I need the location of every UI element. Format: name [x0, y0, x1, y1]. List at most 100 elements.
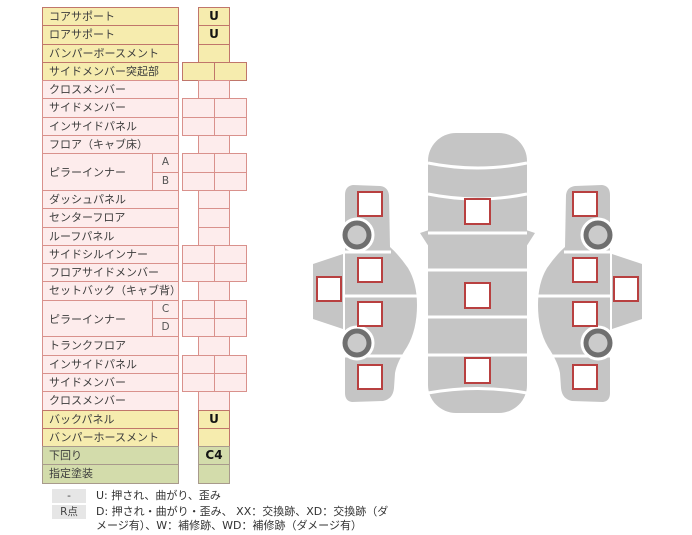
- value-area: [182, 354, 250, 374]
- part-label: バンパーボースメント: [42, 43, 179, 63]
- table-row: フロアサイドメンバー: [42, 263, 248, 283]
- value-area: [182, 208, 250, 228]
- damage-code-cell: [214, 153, 247, 173]
- pillar-inner-group: C D ピラーインナー: [42, 299, 250, 338]
- value-area: [182, 226, 250, 246]
- table-row: 下回り C4: [42, 446, 248, 466]
- right-rear-wheel-hub: [588, 333, 608, 353]
- part-label: サイドメンバー突起部: [42, 61, 179, 82]
- damage-code-cell: [214, 61, 247, 82]
- damage-code-cell: [182, 354, 215, 374]
- damage-code-cell: [182, 61, 215, 82]
- damage-code-cell: [182, 171, 215, 191]
- car-top-view: [420, 133, 535, 413]
- part-label: インサイドパネル: [42, 354, 179, 374]
- table-row: 指定塗装: [42, 464, 250, 484]
- value-area: [182, 427, 250, 448]
- front-bumper-line: [427, 161, 528, 170]
- table-row: サイドメンバー: [42, 372, 248, 393]
- table-row: トランクフロア: [42, 336, 248, 356]
- damage-code-cell: [214, 98, 247, 118]
- part-label: クロスメンバー: [42, 391, 179, 411]
- damage-code-cell: [214, 354, 247, 374]
- damage-code-cell: [214, 171, 247, 191]
- damage-code-cell: U: [198, 25, 230, 45]
- value-area: [182, 61, 250, 82]
- right-rear-fender-marker: [572, 364, 598, 390]
- value-area: [182, 244, 250, 265]
- damage-code-cell: [182, 153, 215, 173]
- table-row: インサイドパネル: [42, 116, 248, 137]
- damage-code-cell: [214, 263, 247, 283]
- legend-entry: - U: 押され、曲がり、歪み: [42, 489, 422, 503]
- table-row: ルーフパネル: [42, 226, 250, 246]
- left-front-door-marker: [357, 257, 383, 283]
- table-row: バックパネル U: [42, 409, 250, 429]
- damage-code-cell: [182, 372, 215, 393]
- pillar-sub-label: B: [152, 171, 179, 191]
- part-label: クロスメンバー: [42, 80, 179, 100]
- table-row: ロアサポート U: [42, 25, 250, 45]
- part-label: コアサポート: [42, 7, 179, 27]
- rear-bumper-line: [427, 387, 528, 395]
- value-area: [182, 464, 250, 484]
- table-row: サイドシルインナー: [42, 244, 250, 265]
- pillar-sub-label: D: [152, 318, 179, 338]
- legend: - U: 押され、曲がり、歪み R点 D: 押され・曲がり・歪み、 XX：交換跡、XD…: [42, 489, 422, 534]
- pillar-sub-label: C: [152, 299, 179, 320]
- left-front-wheel-hub: [347, 225, 367, 245]
- table-row: サイドメンバー突起部: [42, 61, 250, 82]
- part-label: ピラーインナー: [42, 153, 153, 191]
- part-label: 指定塗装: [42, 464, 179, 484]
- table-row: サイドメンバー: [42, 98, 250, 118]
- part-label: フロアサイドメンバー: [42, 263, 179, 283]
- part-label: サイドメンバー: [42, 98, 179, 118]
- table-row: コアサポート U: [42, 7, 248, 27]
- damage-code-cell: [182, 116, 215, 137]
- damage-code-cell: [214, 116, 247, 137]
- value-area: U: [182, 409, 250, 429]
- value-area: [182, 318, 250, 338]
- part-label: ダッシュパネル: [42, 189, 179, 210]
- part-label: フロア（キャブ床）: [42, 135, 179, 155]
- part-label: ロアサポート: [42, 25, 179, 45]
- damage-code-cell: [198, 80, 230, 100]
- top-roof-marker: [464, 282, 491, 309]
- value-area: [182, 299, 250, 320]
- damage-code-cell: [198, 281, 230, 301]
- part-label: バックパネル: [42, 409, 179, 429]
- part-label: ピラーインナー: [42, 299, 153, 338]
- table-row: ダッシュパネル: [42, 189, 248, 210]
- value-area: [182, 98, 250, 118]
- value-area: [182, 43, 250, 63]
- part-label: 下回り: [42, 446, 179, 466]
- part-label: サイドメンバー: [42, 372, 179, 393]
- table-row: クロスメンバー: [42, 80, 250, 100]
- pillar-inner-group: A B ピラーインナー: [42, 153, 248, 191]
- left-rear-wheel-hub: [347, 333, 367, 353]
- value-area: [182, 281, 250, 301]
- damage-code-cell: [182, 318, 215, 338]
- damage-code-cell: U: [198, 409, 230, 429]
- damage-code-cell: [182, 98, 215, 118]
- damage-code-cell: [198, 464, 230, 484]
- right-mirror-icon: [526, 230, 535, 247]
- damage-code-cell: [198, 391, 230, 411]
- right-rocker-marker: [613, 276, 639, 302]
- left-mirror-icon: [420, 230, 429, 247]
- right-rear-door-marker: [572, 301, 598, 327]
- damage-code-cell: [214, 299, 247, 320]
- damage-code-cell: [198, 43, 230, 63]
- left-rocker-marker: [316, 276, 342, 302]
- part-label: センターフロア: [42, 208, 179, 228]
- table-row: バンパーホースメント: [42, 427, 250, 448]
- table-row: セットバック（キャブ背）: [42, 281, 250, 301]
- damage-code-cell: [214, 372, 247, 393]
- value-area: [182, 80, 250, 100]
- table-row: フロア（キャブ床）: [42, 135, 248, 155]
- pillar-sub-label: A: [152, 153, 179, 173]
- value-area: U: [182, 25, 250, 45]
- damage-code-cell: [198, 226, 230, 246]
- table-row: クロスメンバー: [42, 391, 248, 411]
